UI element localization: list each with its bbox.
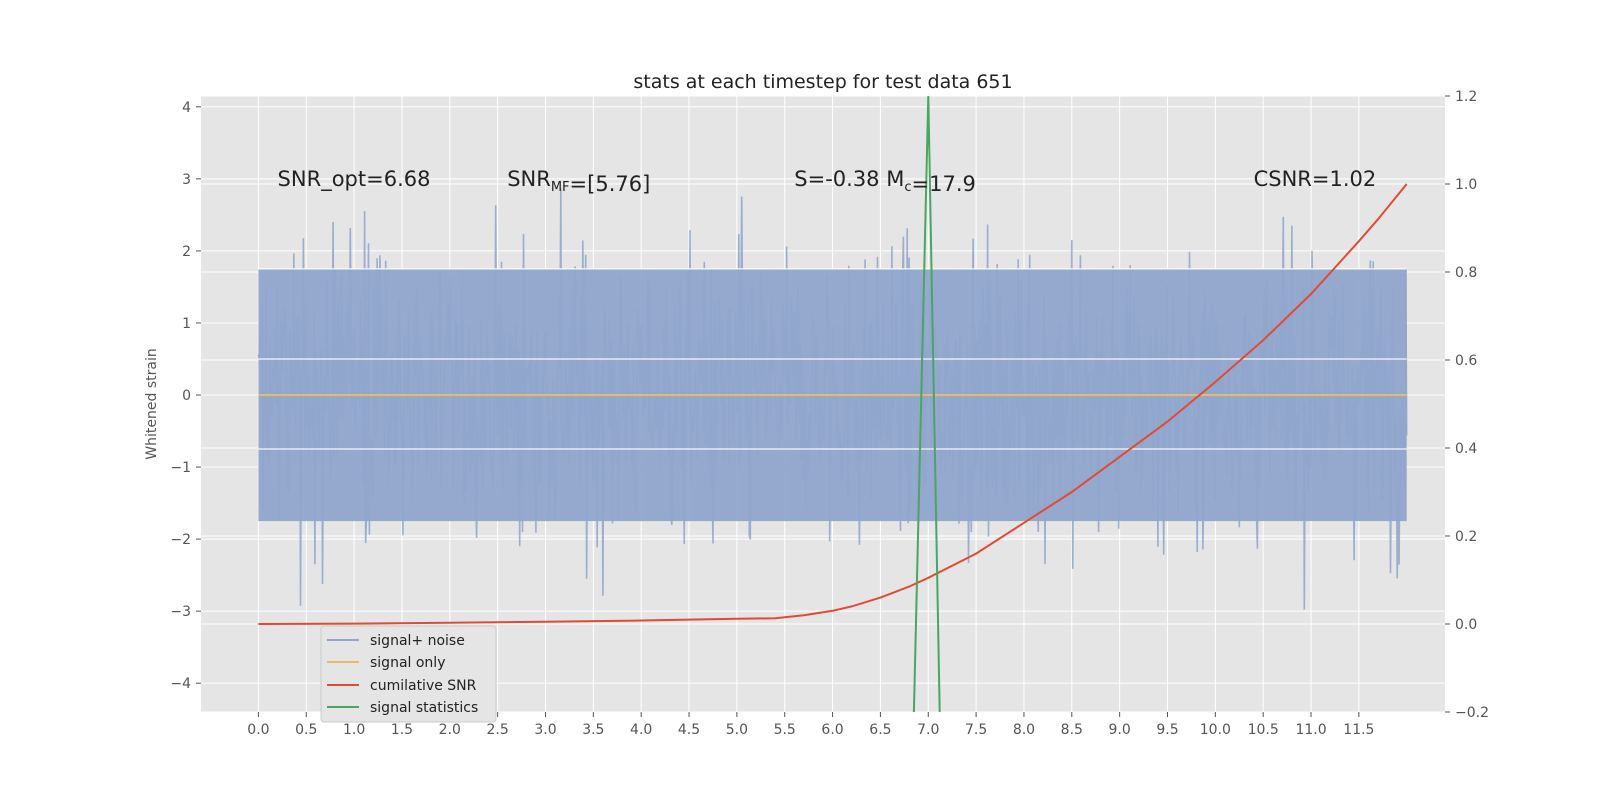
x-tick-label: 7.5 [965,722,987,738]
legend-label-signal-only: signal only [370,655,445,671]
line-series [258,95,1408,713]
y-tick-label: 2 [182,244,191,260]
x-tick-label: 9.5 [1156,722,1178,738]
x-tick-label: 5.5 [774,722,796,738]
y-tick-label: 0 [182,388,191,404]
y-tick-label: 4 [182,100,191,116]
y2-tick-label: 0.0 [1455,617,1477,633]
y-tick-label: −2 [170,532,191,548]
x-tick-label: 0.0 [247,722,269,738]
annotation: CSNR=1.02 [1254,167,1377,191]
y-tick-label: −4 [170,676,191,692]
legend-label-signal-statistics: signal statistics [370,700,478,716]
annotations: SNR_opt=6.68 SNRMF=[5.76] S=-0.38 Mc=17.9 C… [278,167,1377,196]
x-tick-label: 8.0 [1013,722,1035,738]
x-tick-label: 5.0 [726,722,748,738]
axes: 0.0 0.5 1.0 1.5 2.0 2.5 3.0 3.5 4.0 4.5 5.0 5.5 6.0 6… [170,89,1489,738]
y2-tick-label: 0.2 [1455,529,1477,545]
x-tick-label: 2.0 [439,722,461,738]
legend-box [320,625,497,723]
cumilative-snr-line [258,183,1408,625]
x-tick-label: 7.0 [917,722,939,738]
y-tick-label: −3 [170,604,191,620]
y2-tick-label: 0.6 [1455,353,1477,369]
y2-tick-label: 1.2 [1455,89,1477,105]
y-tick-label: 1 [182,316,191,332]
legend: signal+ noise signal only cumilative SNR… [320,625,497,723]
x-tick-label: 10.0 [1200,722,1231,738]
legend-label-signal-noise: signal+ noise [370,633,465,649]
x-tick-label: 6.0 [821,722,843,738]
legend-label-cumilative-snr: cumilative SNR [370,678,477,694]
annotation: S=-0.38 Mc=17.9 [794,167,976,196]
y2-tick-label: 0.8 [1455,265,1477,281]
x-tick-label: 8.5 [1061,722,1083,738]
y-axis-label: Whitened strain [144,348,160,459]
x-tick-label: 10.5 [1248,722,1279,738]
x-tick-label: 3.0 [534,722,556,738]
annotation: SNRMF=[5.76] [507,167,650,196]
x-tick-label: 4.0 [630,722,652,738]
annotation: SNR_opt=6.68 [278,167,431,192]
y-tick-label: −1 [170,460,191,476]
chart-title: stats at each timestep for test data 651 [633,71,1012,93]
x-tick-label: 2.5 [487,722,509,738]
x-tick-label: 4.5 [678,722,700,738]
x-tick-label: 6.5 [869,722,891,738]
x-tick-label: 11.0 [1295,722,1326,738]
signal-statistics-line [912,95,941,713]
y2-tick-label: −0.2 [1455,705,1489,721]
y-tick-label: 3 [182,172,191,188]
x-tick-label: 1.5 [391,722,413,738]
x-tick-label: 1.0 [343,722,365,738]
y2-tick-label: 0.4 [1455,441,1477,457]
y2-tick-label: 1.0 [1455,177,1477,193]
x-tick-label: 3.5 [582,722,604,738]
x-tick-label: 9.0 [1109,722,1131,738]
x-tick-label: 0.5 [295,722,317,738]
x-tick-label: 11.5 [1343,722,1374,738]
